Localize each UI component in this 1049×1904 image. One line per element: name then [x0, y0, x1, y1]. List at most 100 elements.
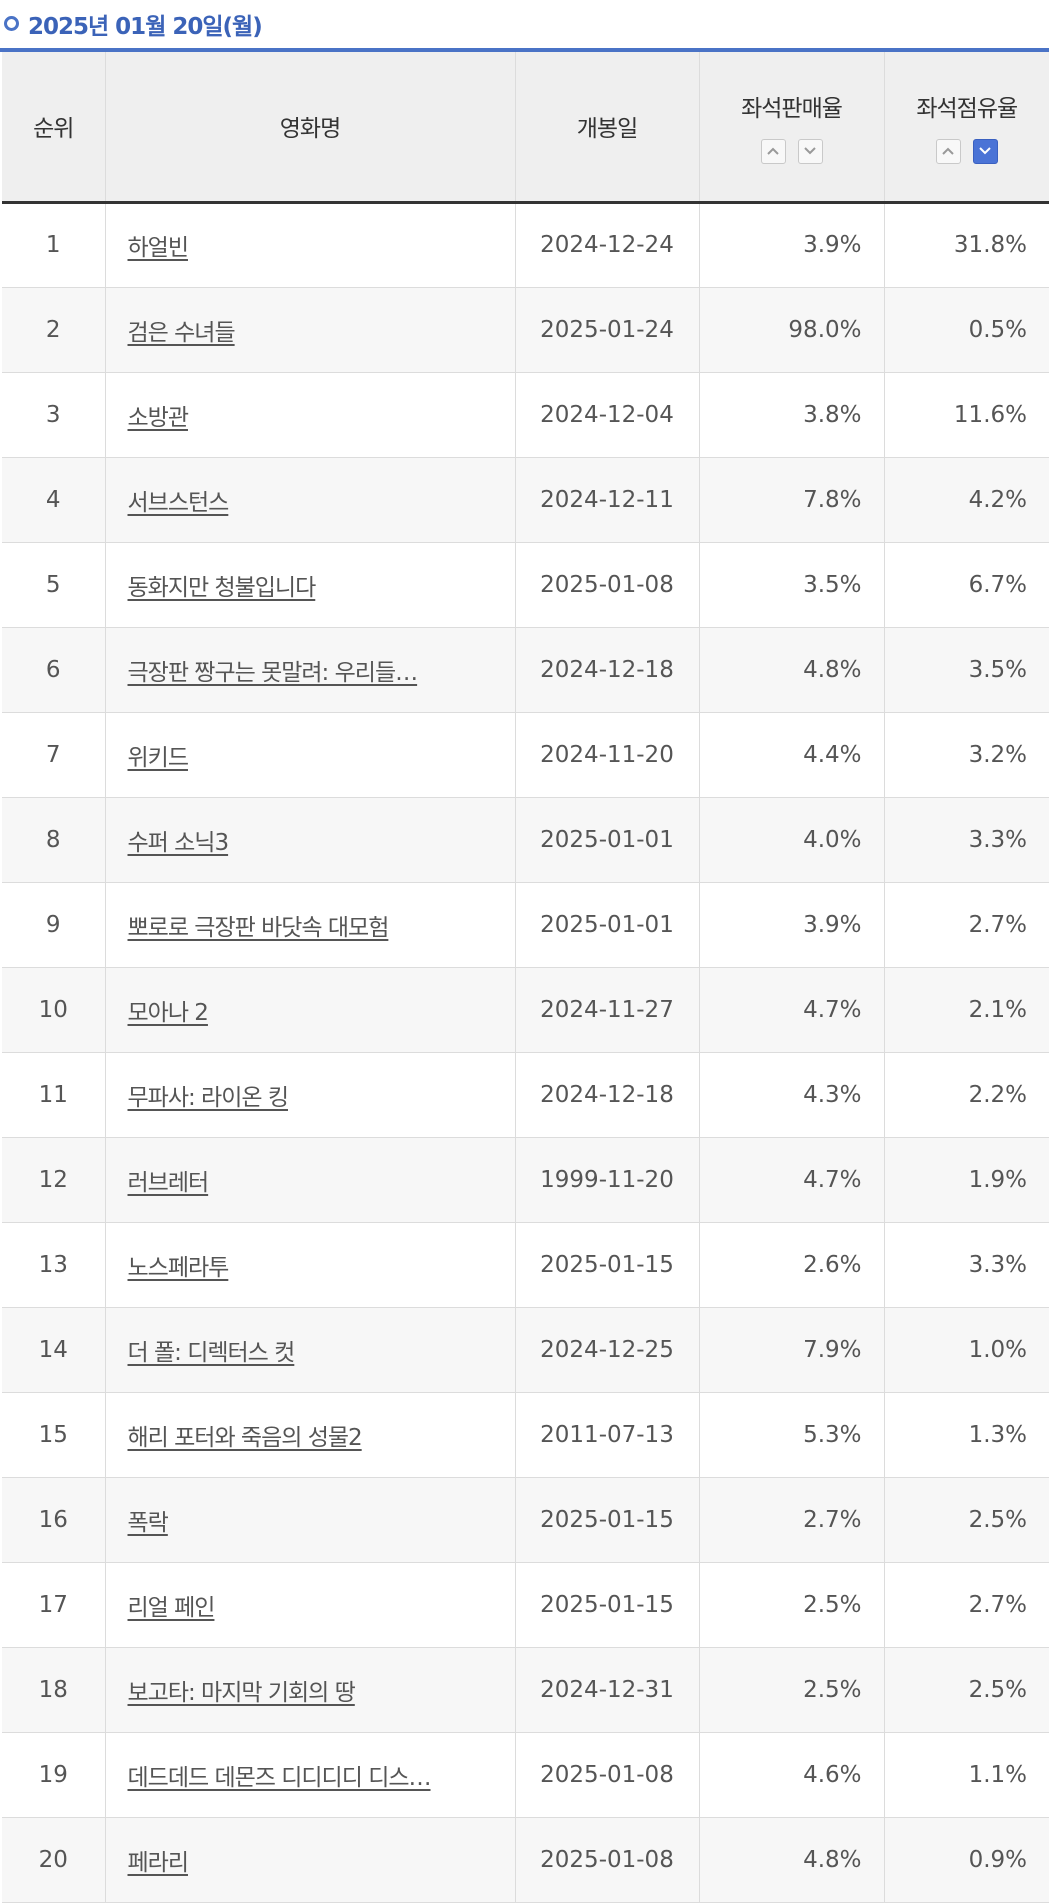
- table-row: 4 서브스턴스 2024-12-11 7.8% 4.2%: [2, 457, 1049, 542]
- title-cell: 뽀로로 극장판 바닷속 대모험: [105, 882, 516, 967]
- open-date-cell: 2025-01-15: [515, 1562, 700, 1647]
- seat-sales-rate-cell: 4.7%: [699, 1137, 885, 1222]
- movie-title-link[interactable]: 데드데드 데몬즈 디디디디 디스…: [127, 1764, 432, 1791]
- movie-title-link[interactable]: 모아나 2: [127, 999, 209, 1026]
- open-date-cell: 2024-12-11: [515, 457, 700, 542]
- rank-cell: 16: [2, 1477, 106, 1562]
- movie-title-link[interactable]: 보고타: 마지막 기회의 땅: [127, 1679, 356, 1706]
- rank-cell: 2: [2, 287, 106, 372]
- title-cell: 폭락: [105, 1477, 516, 1562]
- movie-title-link[interactable]: 동화지만 청불입니다: [127, 574, 317, 601]
- rank-cell: 8: [2, 797, 106, 882]
- date-title: 2025년 01월 20일(월): [28, 14, 263, 40]
- sort-controls: [885, 138, 1049, 164]
- title-cell: 하얼빈: [105, 202, 516, 287]
- sort-ascending-button[interactable]: [935, 138, 961, 164]
- rank-cell: 5: [2, 542, 106, 627]
- movie-title-link[interactable]: 하얼빈: [127, 235, 189, 261]
- table-row: 5 동화지만 청불입니다 2025-01-08 3.5% 6.7%: [2, 542, 1049, 627]
- movie-title-link[interactable]: 폭락: [127, 1509, 169, 1536]
- rank-cell: 20: [2, 1817, 106, 1902]
- open-date-cell: 2025-01-24: [515, 287, 700, 372]
- column-header-rank: 순위: [2, 52, 106, 204]
- seat-share-rate-cell: 2.2%: [968, 1081, 1027, 1108]
- seat-share-rate-cell: 1.9%: [968, 1166, 1027, 1193]
- date-header: 2025년 01월 20일(월): [0, 0, 1049, 52]
- movie-title-link[interactable]: 무파사: 라이온 킹: [127, 1084, 289, 1111]
- movie-title-link[interactable]: 러브레터: [127, 1169, 210, 1196]
- rank-cell: 13: [2, 1222, 106, 1307]
- open-date-cell: 2024-12-24: [515, 202, 700, 287]
- rank-cell: 15: [2, 1392, 106, 1477]
- movie-title-link[interactable]: 검은 수녀들: [127, 319, 236, 346]
- open-date-cell: 2025-01-08: [515, 1817, 700, 1902]
- title-cell: 페라리: [105, 1817, 516, 1902]
- table-row: 12 러브레터 1999-11-20 4.7% 1.9%: [2, 1137, 1049, 1222]
- seat-sales-rate-cell: 3.9%: [699, 202, 885, 287]
- rank-cell: 1: [2, 202, 106, 287]
- movie-title-link[interactable]: 서브스턴스: [127, 489, 230, 516]
- seat-share-rate-cell: 3.3%: [968, 1251, 1027, 1278]
- open-date-cell: 2024-12-25: [515, 1307, 700, 1392]
- table-row: 6 극장판 짱구는 못말려: 우리들… 2024-12-18 4.8% 3.5%: [2, 627, 1049, 712]
- movie-title-link[interactable]: 더 폴: 디렉터스 컷: [127, 1339, 296, 1366]
- title-cell: 모아나 2: [105, 967, 516, 1052]
- seat-share-rate-cell: 31.8%: [953, 232, 1027, 258]
- seat-share-rate-cell: 1.3%: [968, 1421, 1027, 1448]
- circle-bullet-icon: [4, 15, 19, 31]
- rank-cell: 17: [2, 1562, 106, 1647]
- seat-sales-rate-cell: 3.5%: [699, 542, 885, 627]
- seat-share-rate-cell: 11.6%: [953, 401, 1027, 428]
- title-cell: 무파사: 라이온 킹: [105, 1052, 516, 1137]
- sort-descending-button[interactable]: [797, 138, 823, 164]
- seat-sales-rate-cell: 2.7%: [699, 1477, 885, 1562]
- title-cell: 더 폴: 디렉터스 컷: [105, 1307, 516, 1392]
- table-row: 14 더 폴: 디렉터스 컷 2024-12-25 7.9% 1.0%: [2, 1307, 1049, 1392]
- open-date-cell: 2025-01-08: [515, 1732, 700, 1817]
- column-header-label: 좌석판매율: [741, 95, 843, 122]
- movie-title-link[interactable]: 리얼 페인: [127, 1594, 216, 1621]
- title-cell: 데드데드 데몬즈 디디디디 디스…: [105, 1732, 516, 1817]
- seat-sales-rate-cell: 7.8%: [699, 457, 885, 542]
- seat-sales-rate-cell: 3.9%: [699, 882, 885, 967]
- table-row: 16 폭락 2025-01-15 2.7% 2.5%: [2, 1477, 1049, 1562]
- seat-share-rate-cell: 3.3%: [968, 826, 1027, 853]
- open-date-cell: 2024-12-31: [515, 1647, 700, 1732]
- rank-cell: 11: [2, 1052, 106, 1137]
- movie-title-link[interactable]: 페라리: [127, 1849, 189, 1876]
- open-date-cell: 2025-01-01: [515, 797, 700, 882]
- movie-title-link[interactable]: 노스페라투: [127, 1254, 230, 1281]
- seat-sales-rate-cell: 2.5%: [699, 1647, 885, 1732]
- seat-share-rate-cell: 1.0%: [968, 1336, 1027, 1363]
- open-date-cell: 2025-01-01: [515, 882, 700, 967]
- seat-sales-rate-cell: 4.4%: [699, 712, 885, 797]
- title-cell: 서브스턴스: [105, 457, 516, 542]
- seat-share-rate-cell: 0.5%: [968, 316, 1027, 343]
- rank-cell: 18: [2, 1647, 106, 1732]
- sort-descending-button-active[interactable]: [972, 138, 998, 164]
- seat-share-rate-cell: 6.7%: [968, 571, 1027, 598]
- rank-cell: 6: [2, 627, 106, 712]
- movie-title-link[interactable]: 극장판 짱구는 못말려: 우리들…: [127, 659, 419, 686]
- seat-share-rate-cell: 2.7%: [968, 1591, 1027, 1618]
- table-row: 2 검은 수녀들 2025-01-24 98.0% 0.5%: [2, 287, 1049, 372]
- seat-share-rate-cell: 2.5%: [968, 1676, 1027, 1703]
- table-row: 9 뽀로로 극장판 바닷속 대모험 2025-01-01 3.9% 2.7%: [2, 882, 1049, 967]
- movie-title-link[interactable]: 뽀로로 극장판 바닷속 대모험: [127, 914, 390, 941]
- seat-share-rate-cell: 2.1%: [968, 996, 1027, 1023]
- table-row: 1 하얼빈 2024-12-24 3.9% 31.8%: [2, 202, 1049, 287]
- sort-ascending-button[interactable]: [760, 138, 786, 164]
- column-header-seat-share-rate: 좌석점유율: [884, 52, 1049, 204]
- open-date-cell: 2024-11-27: [515, 967, 700, 1052]
- movie-title-link[interactable]: 소방관: [127, 404, 189, 431]
- movie-title-link[interactable]: 수퍼 소닉3: [127, 829, 230, 856]
- title-cell: 동화지만 청불입니다: [105, 542, 516, 627]
- chevron-up-icon: [942, 147, 954, 155]
- title-cell: 보고타: 마지막 기회의 땅: [105, 1647, 516, 1732]
- seat-sales-rate-cell: 4.0%: [699, 797, 885, 882]
- rank-cell: 3: [2, 372, 106, 457]
- movie-title-link[interactable]: 위키드: [127, 744, 189, 771]
- table-row: 10 모아나 2 2024-11-27 4.7% 2.1%: [2, 967, 1049, 1052]
- movie-title-link[interactable]: 해리 포터와 죽음의 성물2: [127, 1424, 363, 1451]
- seat-share-rate-cell: 2.5%: [968, 1506, 1027, 1533]
